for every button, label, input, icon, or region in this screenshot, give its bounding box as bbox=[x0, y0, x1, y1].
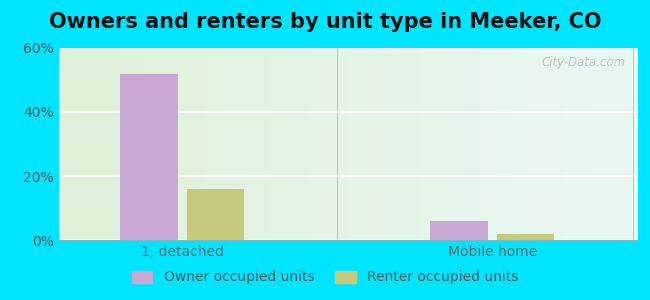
Bar bbox=[120, 74, 178, 240]
Text: Owners and renters by unit type in Meeker, CO: Owners and renters by unit type in Meeke… bbox=[49, 12, 601, 32]
Bar bbox=[187, 189, 244, 240]
Text: City-Data.com: City-Data.com bbox=[541, 56, 625, 69]
Legend: Owner occupied units, Renter occupied units: Owner occupied units, Renter occupied un… bbox=[126, 265, 524, 290]
Bar bbox=[430, 221, 488, 240]
Bar bbox=[497, 234, 554, 240]
